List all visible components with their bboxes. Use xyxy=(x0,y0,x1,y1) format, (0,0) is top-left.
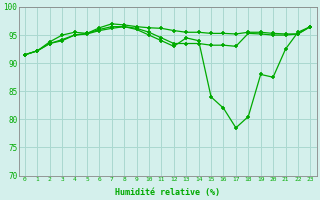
X-axis label: Humidité relative (%): Humidité relative (%) xyxy=(115,188,220,197)
